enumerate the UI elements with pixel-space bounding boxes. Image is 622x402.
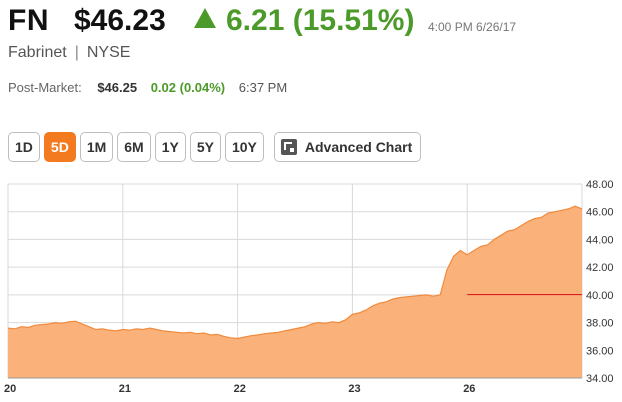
y-tick-label: 42.00 [586,262,614,274]
range-button-1d[interactable]: 1D [8,132,40,162]
post-market-row: Post-Market: $46.25 0.02 (0.04%) 6:37 PM [8,80,287,95]
y-tick-label: 38.00 [586,318,614,330]
y-tick-label: 48.00 [586,179,614,191]
y-tick-label: 40.00 [586,290,614,302]
advanced-chart-button[interactable]: Advanced Chart [273,132,422,162]
price-change: 6.21 (15.51%) [194,4,414,38]
range-button-1m[interactable]: 1M [79,132,114,162]
y-tick-label: 44.00 [586,234,614,246]
price-line [7,205,583,340]
y-tick-label: 34.00 [586,373,614,385]
quote-header: FN $46.23 6.21 (15.51%) 4:00 PM 6/26/17 [8,4,618,44]
post-market-label: Post-Market: [8,80,82,95]
price-area [8,206,582,378]
last-price: $46.23 [74,4,166,37]
x-tick-label: 22 [234,383,246,395]
post-market-price: $46.25 [97,80,138,95]
x-tick-label: 20 [4,383,16,395]
range-button-5y[interactable]: 5Y [189,132,221,162]
separator: | [74,44,79,61]
price-change-value: 6.21 (15.51%) [226,4,415,37]
post-market-change: 0.02 (0.04%) [150,80,226,95]
y-tick-label: 36.00 [586,345,614,357]
quote-timestamp: 4:00 PM 6/26/17 [428,20,517,34]
price-chart: 34.00 36.00 38.00 40.00 42.00 44.00 46.00 48.00… [0,176,622,402]
range-button-1y[interactable]: 1Y [154,132,186,162]
range-button-5d[interactable]: 5D [43,132,76,162]
y-tick-label: 46.00 [586,207,614,219]
x-tick-label: 26 [463,383,475,395]
price-chart-svg: 34.00 36.00 38.00 40.00 42.00 44.00 46.00 48.00… [4,179,614,395]
x-tick-label: 21 [119,383,131,395]
range-button-6m[interactable]: 6M [117,132,151,162]
x-tick-label: 23 [348,383,360,395]
time-range-selector: 1D 5D 1M 6M 1Y 5Y 10Y Advanced Chart [8,132,422,164]
advanced-chart-label: Advanced Chart [304,139,413,155]
expand-chart-icon [280,139,297,155]
up-arrow-icon [194,8,216,28]
company-line: Fabrinet | NYSE [8,44,130,62]
ticker-symbol: FN [8,4,49,37]
post-market-time: 6:37 PM [238,80,288,95]
company-name: Fabrinet [8,44,67,61]
exchange-name: NYSE [86,44,131,61]
range-button-10y[interactable]: 10Y [224,132,264,162]
